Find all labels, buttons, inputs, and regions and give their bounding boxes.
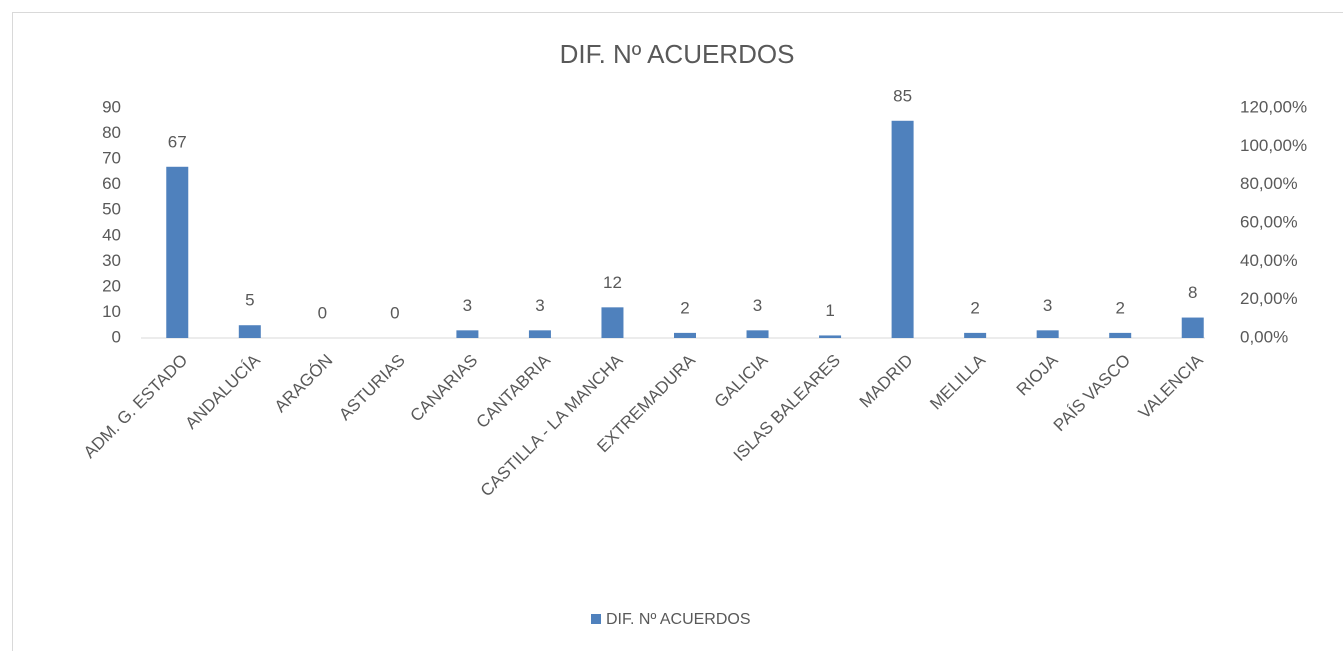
y-tick-label: 30 xyxy=(102,251,121,270)
y-tick-label: 10 xyxy=(102,302,121,321)
chart-border xyxy=(12,12,1343,651)
y2-tick-label: 100,00% xyxy=(1240,136,1307,155)
data-label: 3 xyxy=(535,296,544,315)
data-label: 67 xyxy=(168,132,187,151)
data-label: 0 xyxy=(318,303,327,322)
data-label: 3 xyxy=(753,296,762,315)
data-label: 2 xyxy=(680,298,689,317)
data-label: 12 xyxy=(603,273,622,292)
y2-tick-label: 20,00% xyxy=(1240,289,1298,308)
y2-tick-label: 80,00% xyxy=(1240,174,1298,193)
data-label: 85 xyxy=(893,86,912,105)
y-tick-label: 60 xyxy=(102,174,121,193)
bar xyxy=(1181,317,1204,338)
bar xyxy=(238,325,261,338)
y2-tick-label: 120,00% xyxy=(1240,97,1307,116)
y-tick-label: 0 xyxy=(112,327,121,346)
y-tick-label: 20 xyxy=(102,276,121,295)
data-label: 1 xyxy=(825,301,834,320)
bar xyxy=(819,335,842,338)
y2-tick-label: 0,00% xyxy=(1240,327,1288,346)
y2-tick-label: 60,00% xyxy=(1240,212,1298,231)
data-label: 8 xyxy=(1188,283,1197,302)
chart-title: DIF. Nº ACUERDOS xyxy=(560,39,795,69)
y-tick-label: 50 xyxy=(102,200,121,219)
y-tick-label: 70 xyxy=(102,149,121,168)
legend-label: DIF. Nº ACUERDOS xyxy=(606,611,751,628)
bar xyxy=(601,307,624,338)
bar xyxy=(964,332,987,338)
legend-swatch xyxy=(591,614,601,624)
y-tick-label: 90 xyxy=(102,97,121,116)
bar xyxy=(674,332,696,338)
data-label: 5 xyxy=(245,291,254,310)
y-tick-label: 80 xyxy=(102,123,121,142)
bar xyxy=(456,330,479,338)
bar xyxy=(528,330,551,338)
data-label: 2 xyxy=(1115,298,1124,317)
data-label: 2 xyxy=(970,298,979,317)
data-label: 3 xyxy=(463,296,472,315)
y2-tick-label: 40,00% xyxy=(1240,251,1298,270)
bar xyxy=(1036,330,1059,338)
y-tick-label: 40 xyxy=(102,225,121,244)
bar xyxy=(1109,332,1132,338)
data-label: 3 xyxy=(1043,296,1052,315)
bar xyxy=(166,166,189,338)
bar xyxy=(891,120,914,339)
data-label: 0 xyxy=(390,303,399,322)
bar xyxy=(746,330,769,338)
